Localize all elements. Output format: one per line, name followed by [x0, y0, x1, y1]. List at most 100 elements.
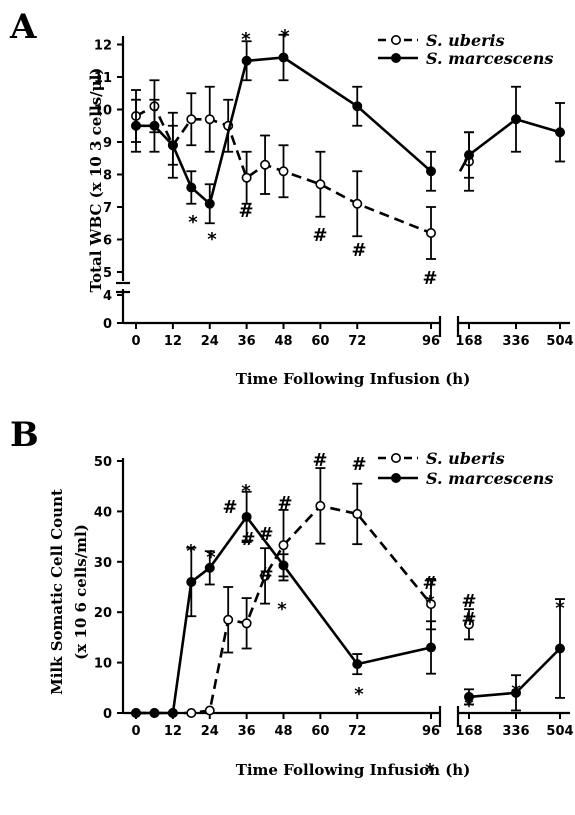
asterisk-marker: *: [464, 696, 474, 717]
data-point: [223, 614, 234, 625]
data-point: [186, 576, 197, 587]
asterisk-marker: *: [277, 599, 287, 620]
y-tick-label: 50: [94, 455, 112, 470]
panel-letter-b: B: [10, 415, 39, 455]
series-line: [458, 117, 561, 172]
x-axis-title: Time Following Infusion (h): [236, 761, 471, 779]
asterisk-marker: *: [186, 541, 196, 562]
x-tick-label: 24: [201, 724, 219, 739]
panel-a: A 0 4 5 6 7 8 9 10 11 12 0 12 24 36 48 60 72 96 168 336 504 Ti…: [9, 7, 574, 388]
y-tick-label: 30: [94, 556, 112, 571]
data-point: [186, 707, 197, 718]
hash-marker: #: [422, 573, 437, 594]
data-point: [241, 618, 252, 629]
panel-letter-a: A: [9, 7, 37, 47]
x-tick-label: 336: [502, 334, 529, 349]
asterisk-marker: *: [241, 481, 251, 502]
data-point: [149, 120, 160, 131]
asterisk-marker: *: [280, 26, 290, 47]
hash-marker: #: [422, 268, 437, 289]
y-tick-label: 8: [103, 169, 112, 184]
asterisk-marker: *: [241, 29, 251, 50]
x-tick-label: 72: [348, 334, 366, 349]
data-point: [315, 500, 326, 511]
y-tick-label: 10: [94, 104, 112, 119]
y-tick-label: 10: [94, 657, 112, 672]
data-point: [425, 228, 436, 239]
asterisk-marker: *: [354, 684, 364, 705]
x-axis-title: Time Following Infusion (h): [236, 370, 471, 388]
legend-label: S. uberis: [426, 31, 505, 50]
y-tick-label: 7: [103, 201, 112, 216]
data-point: [554, 643, 565, 654]
y-tick-label: 12: [94, 39, 112, 54]
data-point: [463, 691, 474, 702]
x-tick-label: 96: [422, 724, 440, 739]
x-tick-label: 504: [546, 334, 573, 349]
legend-marker: [390, 452, 401, 463]
asterisk-marker: *: [425, 592, 435, 613]
x-tick-label: 12: [164, 334, 182, 349]
hash-marker: #: [258, 564, 273, 585]
hash-marker: #: [258, 524, 273, 545]
legend-label: S. marcescens: [426, 469, 553, 488]
data-point: [204, 705, 215, 716]
x-tick-label: 12: [164, 724, 182, 739]
data-point: [186, 182, 197, 193]
hash-marker: #: [312, 225, 327, 246]
asterisk-marker: *: [188, 212, 198, 233]
y-tick-label: 9: [103, 136, 112, 151]
data-point: [463, 150, 474, 161]
data-point: [425, 642, 436, 653]
data-point: [204, 562, 215, 573]
hash-marker: #: [238, 201, 253, 222]
data-point: [352, 101, 363, 112]
x-tick-label: 36: [238, 724, 256, 739]
data-point: [510, 687, 521, 698]
data-point: [167, 140, 178, 151]
legend-label: S. marcescens: [426, 49, 553, 68]
x-tick-label: 336: [502, 724, 529, 739]
x-tick-label: 24: [201, 334, 219, 349]
data-point: [186, 114, 197, 125]
data-point: [204, 114, 215, 125]
hash-marker: #: [240, 529, 255, 550]
data-point: [463, 619, 474, 630]
panel-b: B 0 10 20 30 40 50 0 12 24 36 48 60 72 96 168 336 504 Time…: [10, 415, 574, 781]
x-tick-label: 60: [311, 334, 329, 349]
x-tick-label: 48: [274, 334, 292, 349]
data-point: [278, 560, 289, 571]
asterisk-marker: *: [555, 598, 565, 619]
x-tick-label: 168: [455, 334, 482, 349]
data-point: [241, 511, 252, 522]
data-point: [352, 198, 363, 209]
y-tick-label: 11: [94, 71, 112, 86]
hash-marker: #: [351, 240, 366, 261]
data-point: [352, 659, 363, 670]
data-point: [278, 540, 289, 551]
series-line: [135, 104, 432, 235]
x-tick-label: 0: [131, 334, 140, 349]
x-tick-label: 60: [311, 724, 329, 739]
x-tick-label: 72: [348, 724, 366, 739]
hash-marker: #: [277, 493, 292, 514]
hash-marker: #: [222, 497, 237, 518]
y-tick-label: 4: [103, 289, 112, 304]
data-point: [425, 599, 436, 610]
hash-marker: #: [461, 609, 476, 630]
x-tick-label: 36: [238, 334, 256, 349]
hash-marker: #: [461, 591, 476, 612]
y-tick-label: 6: [103, 234, 112, 249]
asterisk-marker: *: [207, 229, 217, 250]
x-tick-label: 504: [546, 724, 573, 739]
hash-marker: #: [351, 454, 366, 475]
x-tick-label: 96: [422, 334, 440, 349]
data-point: [425, 166, 436, 177]
legend-marker: [390, 472, 401, 483]
data-point: [241, 55, 252, 66]
data-point: [315, 179, 326, 190]
data-point: [278, 52, 289, 63]
